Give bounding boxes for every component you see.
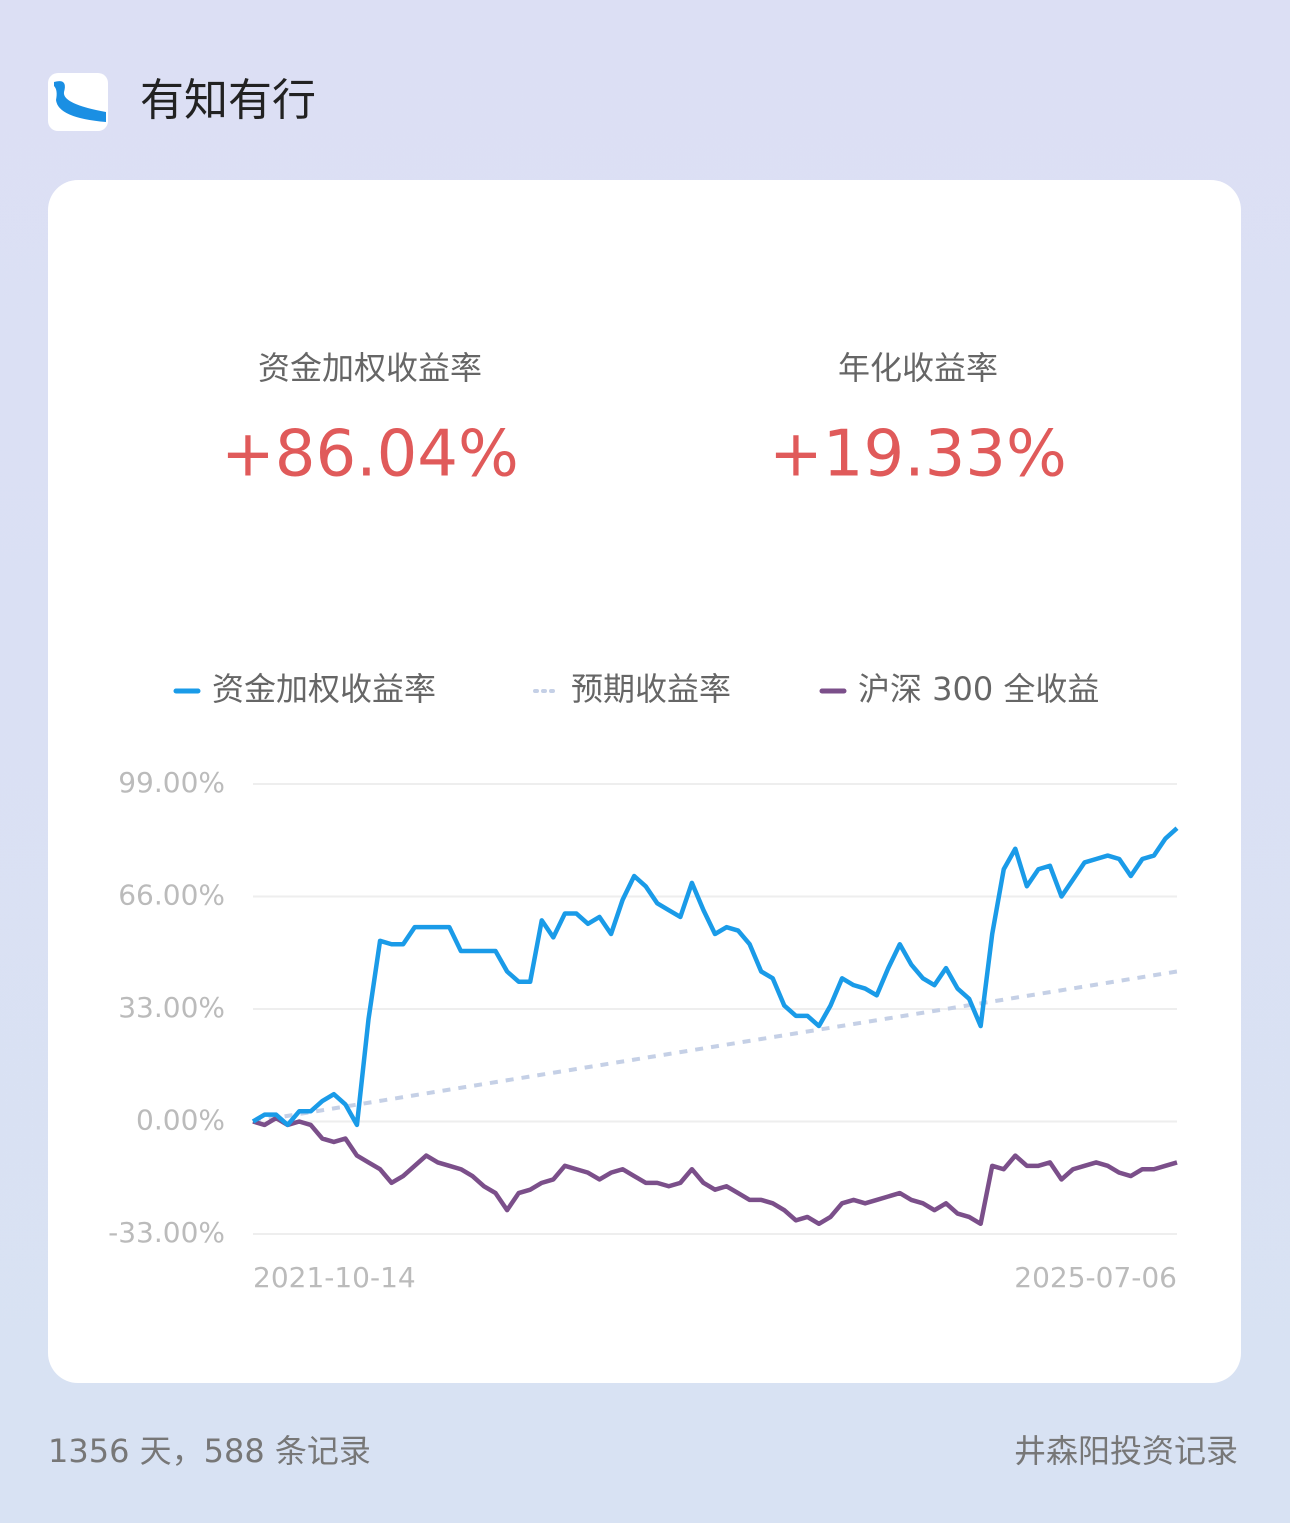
x-tick-label: 2025-07-06 [1014,1261,1177,1294]
app-title: 有知有行 [140,75,316,126]
series-line [252,1115,1178,1227]
y-tick-label: 66.00% [118,879,225,912]
stat-label: 资金加权收益率 [258,349,482,387]
y-tick-label: -33.00% [108,1216,225,1249]
logo [48,73,108,131]
y-tick-label: 0.00% [136,1104,225,1137]
y-tick-label: 33.00% [118,991,225,1024]
x-tick-label: 2021-10-14 [253,1261,416,1294]
series-line [252,969,1178,1124]
y-tick-label: 99.00% [118,766,225,799]
legend-label: 沪深 300 全收益 [858,670,1099,708]
footer-right: 井森阳投资记录 [1014,1432,1238,1470]
series-line [251,826,1179,1128]
legend-label: 预期收益率 [571,670,731,708]
stat-label: 年化收益率 [838,349,998,387]
footer-left: 1356 天，588 条记录 [48,1432,371,1470]
stat-value: +19.33% [769,418,1067,492]
card [48,180,1241,1383]
stat-value: +86.04% [221,418,519,492]
legend-label: 资金加权收益率 [212,670,436,708]
